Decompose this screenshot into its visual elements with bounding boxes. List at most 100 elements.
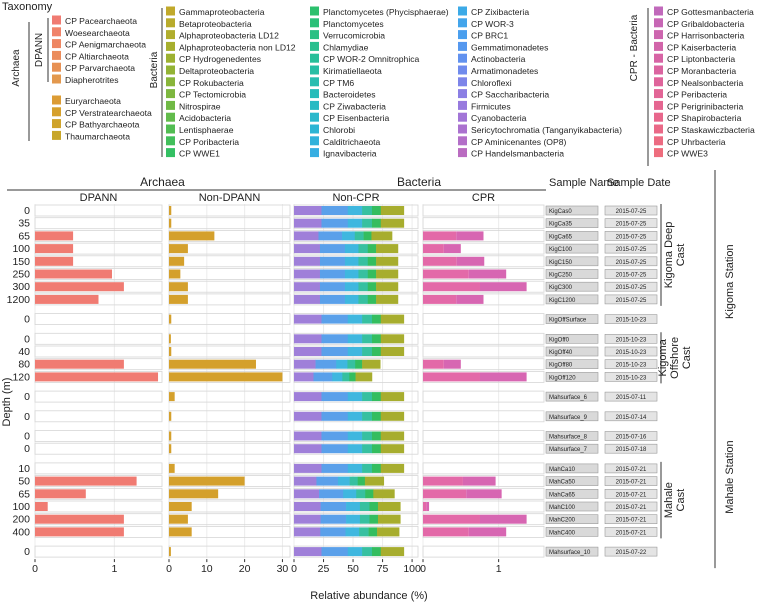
bar-frame-p1-r14 (168, 410, 291, 423)
tick-label-p1-3: 30 (277, 563, 289, 575)
sample-date-15: 2015-07-16 (616, 435, 647, 441)
legend-label-archaea_dpann-0: CP Pacearchaeota (65, 16, 137, 26)
legend-swatch-cpr-5 (654, 65, 663, 75)
bar-noncpr-18-seg4 (357, 476, 366, 486)
sample-date-7: 2015-07-25 (616, 298, 647, 304)
sample-date-box-21 (604, 514, 658, 525)
legend-label-bacteria_col3-2: CP BRC1 (471, 31, 508, 41)
bar-noncpr-10-seg5 (380, 347, 405, 356)
bar-noncpr-20-seg3 (359, 502, 370, 511)
bar-noncpr-2-seg0 (294, 231, 319, 241)
bar-frame-p3-r9 (422, 332, 545, 345)
sample-date-box-13 (604, 391, 658, 402)
legend-swatch-bacteria_col2-1 (310, 18, 319, 28)
legend-label-bacteria_col3-7: CP Saccharibacteria (471, 90, 549, 100)
depth-label-19: 65 (18, 488, 30, 500)
sample-name-box-2 (545, 231, 599, 241)
sample-date-box-18 (604, 476, 658, 486)
sample-name-box-23 (545, 546, 599, 557)
bar-noncpr-4-seg3 (358, 256, 369, 266)
sample-date-box-11 (604, 359, 658, 370)
sample-name-box-22 (545, 527, 599, 537)
sample-date-22: 2015-07-21 (616, 530, 647, 536)
sample-name-17: MahCa10 (549, 467, 576, 473)
bar-frame-p1-r4 (168, 255, 291, 268)
bar-frame-p0-r17 (34, 462, 163, 475)
legend-label-archaea_dpann-5: Diapherotrites (65, 75, 119, 85)
bar-frame-p3-r14 (422, 410, 545, 423)
bar-noncpr-16-seg0 (294, 444, 322, 454)
depth-label-22: 400 (12, 526, 30, 538)
bar-noncpr-7-seg4 (367, 294, 377, 304)
bar-cpr-21-seg0 (423, 514, 480, 524)
tick-label-p1-2: 20 (239, 563, 251, 575)
legend-swatch-bacteria_col2-9 (310, 112, 319, 122)
bar-noncpr-9-seg2 (347, 334, 363, 344)
tick-label-p2-2: 50 (347, 563, 359, 575)
legend-label-cpr-0: CP Gottesmanbacteria (667, 7, 754, 17)
bar-noncpr-11-seg5 (362, 359, 381, 369)
legend-swatch-bacteria_col2-5 (310, 65, 319, 75)
depth-label-0: 0 (24, 205, 30, 217)
legend-swatch-archaea_dpann-5 (52, 74, 61, 84)
station-label-0: Kigoma Station (724, 244, 736, 319)
bar-frame-p0-r8 (34, 313, 163, 326)
panel-title-1: Non-DPANN (199, 192, 261, 204)
bar-noncpr-15-seg3 (362, 431, 373, 441)
bar-noncpr-16-seg1 (321, 444, 349, 454)
legend-label-bacteria_col2-6: CP TM6 (323, 78, 354, 88)
bar-noncpr-4-seg4 (367, 256, 377, 266)
bar-noncpr-4-seg5 (376, 256, 399, 266)
bar-frame-p1-r13 (168, 390, 291, 403)
bar-noncpr-4-seg1 (319, 256, 346, 266)
legend-label-archaea_other-3: Thaumarchaeota (65, 131, 130, 141)
bar-frame-p0-r0 (34, 204, 163, 217)
bar-noncpr-15-seg0 (294, 431, 322, 441)
depth-label-10: 40 (18, 346, 30, 358)
bar-noncpr-11-seg4 (355, 359, 363, 369)
bar-cpr-7-seg0 (423, 294, 457, 304)
taxonomy-legend: CP Pacearchaeota Woesearchaeota CP Aenigma… (11, 6, 755, 166)
bar-frame-p1-r9 (168, 332, 291, 345)
bar-noncpr-1-seg1 (321, 218, 349, 228)
legend-swatch-bacteria_col2-10 (310, 124, 319, 134)
sample-name-box-0 (545, 205, 599, 216)
bar-noncpr-7-seg0 (294, 294, 321, 304)
legend-label-cpr-9: CP Shapirobacteria (667, 113, 742, 123)
sample-date-box-3 (604, 243, 658, 254)
legend-swatch-archaea_dpann-1 (52, 27, 61, 37)
bar-cpr-20-seg1 (426, 502, 430, 511)
legend-label-bacteria_col3-10: Sericytochromatia (Tanganyikabacteria) (471, 125, 622, 135)
bar-noncpr-17-seg1 (321, 463, 349, 473)
bar-noncpr-21-seg1 (320, 514, 347, 524)
bar-noncpr-10-seg2 (347, 347, 363, 356)
bar-noncpr-3-seg2 (344, 244, 359, 254)
bar-frame-p1-r15 (168, 430, 291, 442)
bar-noncpr-0-seg5 (380, 206, 405, 215)
bar-noncpr-19-seg3 (356, 489, 366, 499)
bar-noncpr-18-seg0 (294, 476, 317, 486)
panel-title-3: CPR (472, 192, 495, 204)
sample-date-box-17 (604, 463, 658, 474)
sample-date-box-2 (604, 231, 658, 241)
bar-noncpr-2-seg2 (342, 231, 356, 241)
bar-nondpann-16 (169, 444, 172, 454)
bar-noncpr-0-seg0 (294, 206, 322, 215)
sample-name-8: KigOffSurface (549, 318, 587, 324)
tick-label-p0-0: 0 (32, 563, 38, 575)
bar-noncpr-3-seg0 (294, 244, 321, 254)
bar-noncpr-22-seg4 (368, 527, 378, 537)
bar-noncpr-13-seg3 (362, 392, 373, 402)
bar-noncpr-20-seg2 (346, 502, 361, 511)
bar-noncpr-5-seg3 (358, 269, 369, 279)
bar-noncpr-16-seg4 (371, 444, 382, 454)
legend-swatch-bacteria_col2-11 (310, 136, 319, 146)
bar-frame-p0-r9 (34, 332, 163, 345)
legend-swatch-bacteria_col2-6 (310, 77, 319, 87)
sample-name-header: Sample Name (549, 177, 619, 189)
bar-noncpr-12-seg4 (349, 372, 356, 382)
bar-noncpr-2-seg4 (363, 231, 372, 241)
bar-noncpr-1-seg3 (362, 218, 373, 228)
bar-noncpr-9-seg0 (294, 334, 322, 344)
tick-label-p2-4: 100 (403, 563, 421, 575)
